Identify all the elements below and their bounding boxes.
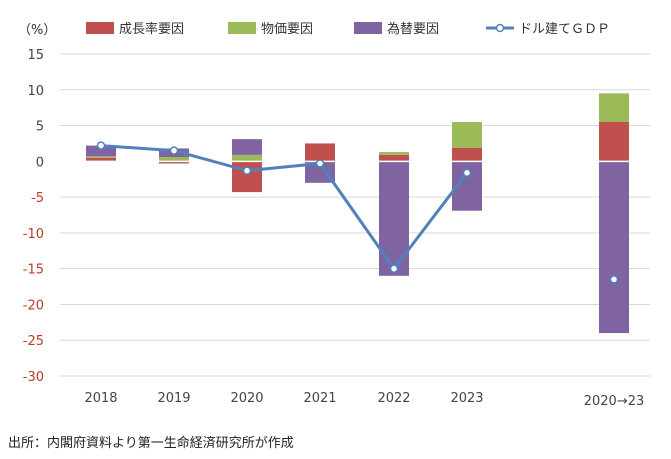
bar-segment	[305, 161, 335, 183]
y-unit-label: （%）	[18, 23, 56, 38]
x-tick-label: 2018	[84, 391, 117, 406]
bar-segment	[599, 161, 629, 334]
bar-segment	[599, 121, 629, 162]
y-tick-label: 15	[27, 48, 44, 63]
gdp-point	[169, 146, 179, 155]
gdp-line	[96, 141, 619, 284]
gdp-point	[315, 159, 325, 168]
legend-marker	[495, 23, 505, 33]
bar-segment	[232, 154, 262, 162]
bar-segment	[599, 93, 629, 122]
y-tick-label: -25	[23, 334, 44, 349]
y-tick-label: -20	[23, 298, 44, 313]
x-tick-label: 2020	[230, 391, 263, 406]
y-tick-label: 0	[36, 155, 44, 170]
y-tick-label: 10	[27, 84, 44, 99]
bar-segment	[232, 161, 262, 193]
bar-segment	[379, 161, 409, 276]
bar-segment	[86, 145, 116, 157]
gdp-point	[96, 141, 106, 150]
bar-segment	[159, 161, 189, 164]
bar-segment	[452, 121, 482, 148]
y-tick-label: -5	[31, 191, 44, 206]
y-axis-ticks: 15 10 5 0 -5 -10 -15 -20 -25 -30	[23, 48, 44, 385]
legend-swatch	[354, 22, 382, 34]
bar-segment	[86, 156, 116, 158]
y-tick-label: -10	[23, 227, 44, 242]
legend-label: 成長率要因	[119, 21, 184, 37]
x-tick-label: 2021	[303, 391, 336, 406]
bar-segment	[379, 154, 409, 162]
legend-label: ドル建てＧＤＰ	[519, 22, 610, 37]
bar-segment	[379, 152, 409, 155]
chart: （%） 15 10 5 0 -5 -10 -15 -20 -25 -30 2018 2019 2020…	[18, 21, 650, 409]
bar-segment	[305, 143, 335, 162]
legend: 成長率要因 物価要因 為替要因 ドル建てＧＤＰ	[86, 21, 610, 37]
x-axis-ticks: 2018 2019 2020 2021 2022 2023 2020→23	[84, 391, 644, 409]
y-tick-label: -30	[23, 370, 44, 385]
gdp-point	[242, 166, 252, 175]
bar-segment	[159, 157, 189, 162]
x-tick-label: 2020→23	[584, 394, 645, 409]
gdp-point	[389, 264, 399, 273]
y-tick-label: -15	[23, 263, 44, 278]
gdp-line-path	[100, 144, 469, 272]
y-tick-label: 5	[36, 120, 44, 135]
legend-label: 為替要因	[387, 21, 439, 37]
bar-segment	[452, 147, 482, 162]
bar-segment	[232, 139, 262, 155]
source-note: 出所：内閣府資料より第一生命経済研究所が作成	[8, 436, 294, 451]
x-tick-label: 2022	[377, 391, 410, 406]
x-tick-label: 2023	[450, 391, 483, 406]
gdp-point	[609, 275, 619, 284]
legend-swatch	[86, 22, 114, 34]
legend-swatch	[228, 22, 256, 34]
bar-segment	[86, 157, 116, 162]
legend-label: 物価要因	[261, 22, 313, 37]
gdp-point	[462, 168, 472, 178]
x-tick-label: 2019	[157, 391, 190, 406]
